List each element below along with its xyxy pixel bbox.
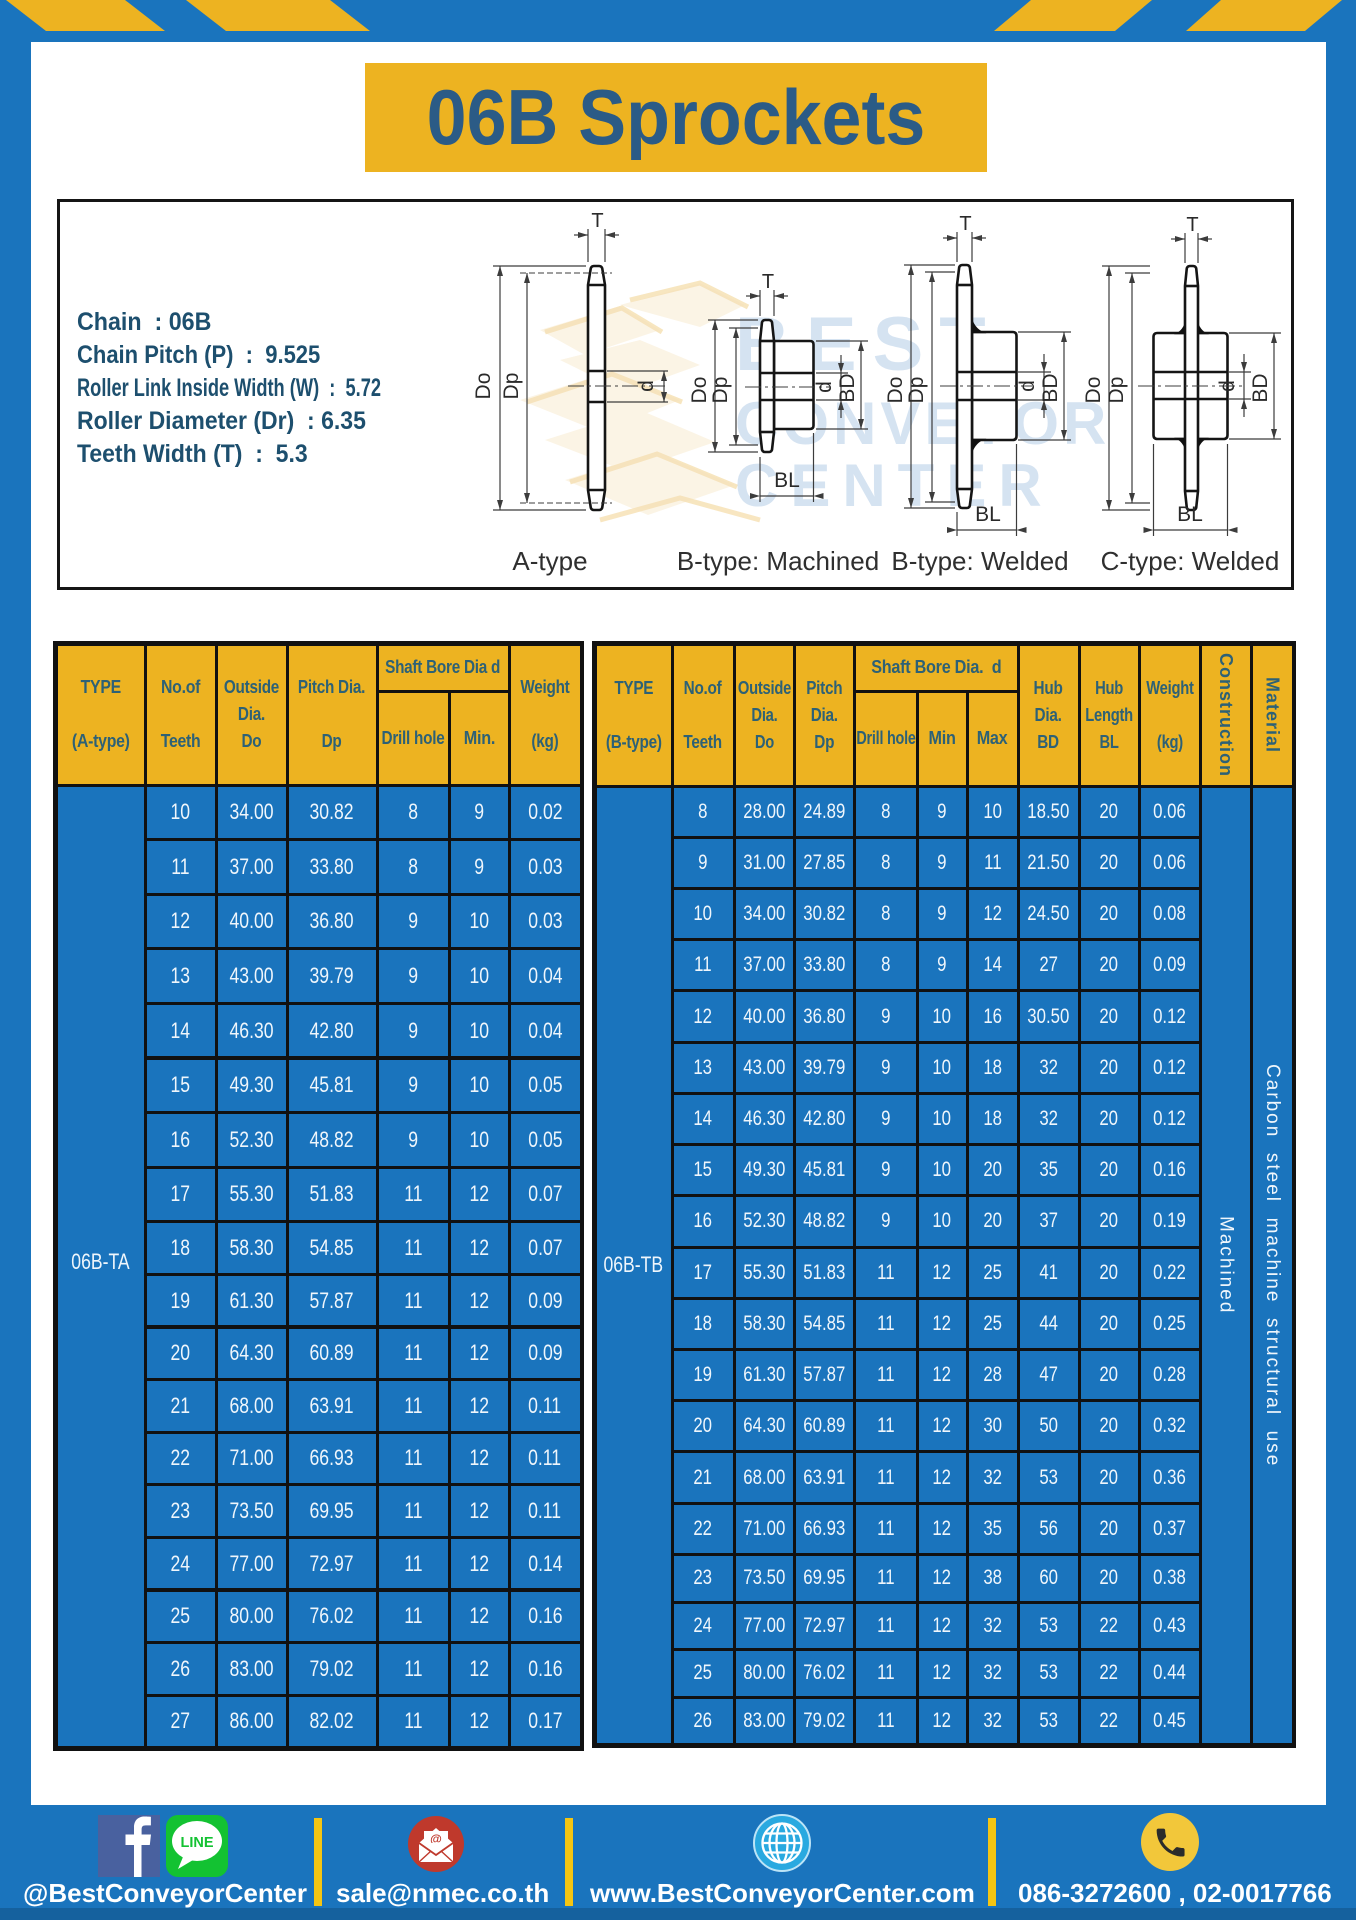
svg-text:T: T (591, 210, 603, 232)
svg-text:BL: BL (1177, 503, 1203, 526)
svg-text:BL: BL (774, 469, 800, 492)
svg-text:Dp: Dp (709, 377, 732, 404)
svg-text:LINE: LINE (180, 1835, 213, 1851)
svg-text:Do: Do (688, 377, 711, 404)
svg-text:Do: Do (884, 377, 907, 404)
svg-text:@: @ (430, 1832, 442, 1846)
svg-text:Dp: Dp (1105, 377, 1128, 404)
svg-text:B-type: Machined: B-type: Machined (677, 546, 879, 576)
svg-text:Do: Do (472, 373, 495, 400)
svg-text:Do: Do (1082, 377, 1105, 404)
svg-text:A-type: A-type (512, 546, 587, 576)
svg-text:T: T (1186, 214, 1198, 236)
svg-text:d: d (1016, 380, 1039, 392)
svg-text:CENTER: CENTER (735, 452, 1054, 519)
svg-text:C-type: Welded: C-type: Welded (1101, 546, 1280, 576)
svg-text:BD: BD (1039, 373, 1062, 402)
svg-text:Dp: Dp (905, 377, 928, 404)
svg-text:Dp: Dp (500, 373, 523, 400)
svg-text:B-type: Welded: B-type: Welded (891, 546, 1068, 576)
svg-text:d: d (813, 381, 836, 393)
svg-text:d: d (635, 380, 658, 392)
svg-text:T: T (959, 213, 971, 235)
svg-text:BD: BD (836, 373, 859, 402)
svg-text:T: T (762, 271, 774, 293)
svg-text:BD: BD (1249, 373, 1272, 402)
svg-text:BL: BL (975, 503, 1001, 526)
svg-text:d: d (1216, 380, 1239, 392)
